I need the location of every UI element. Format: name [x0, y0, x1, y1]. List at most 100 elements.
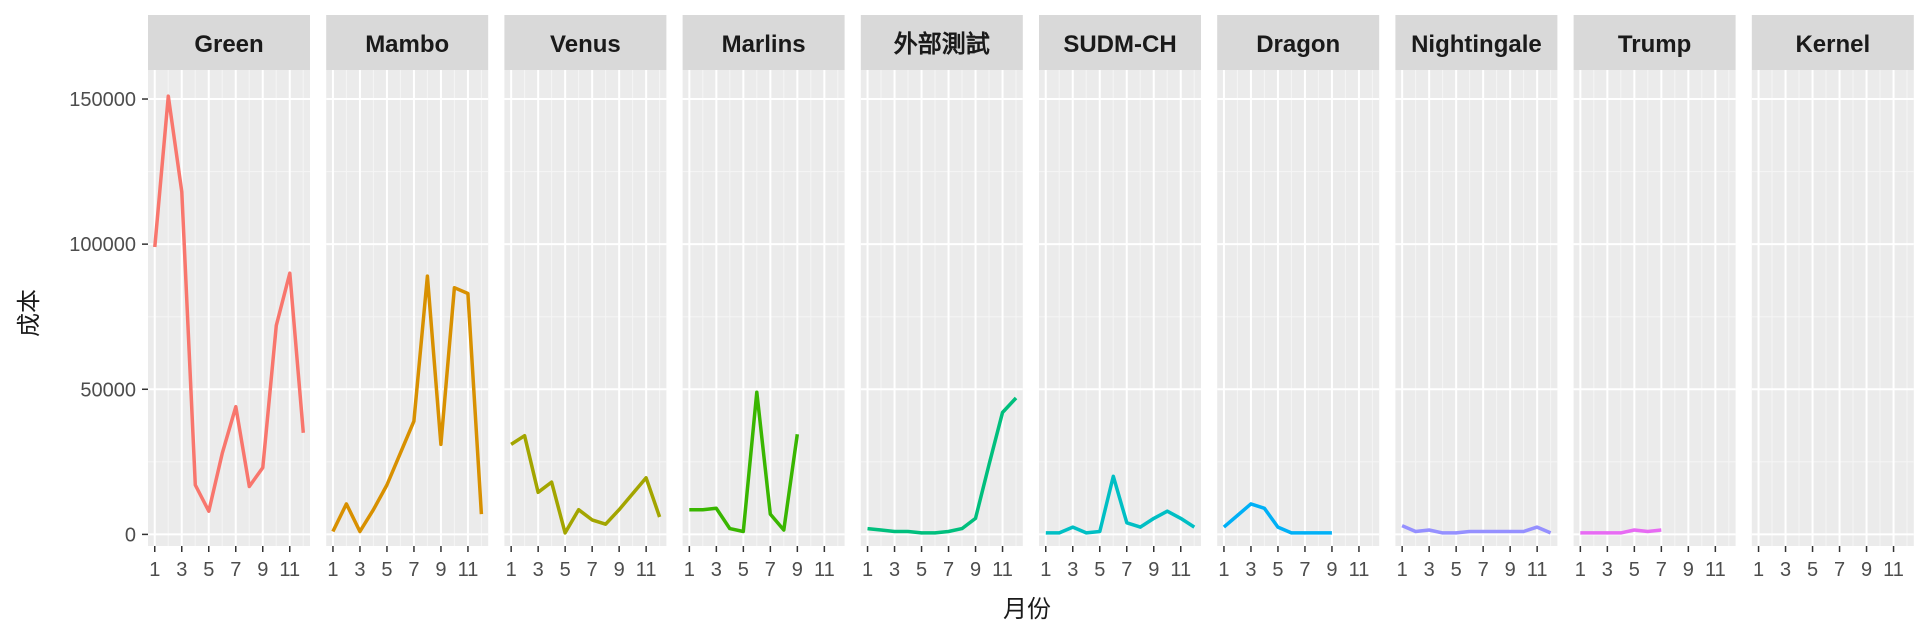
facet-strip-label: Kernel	[1795, 31, 1870, 58]
x-tick-label: 7	[1656, 559, 1667, 581]
x-tick-label: 9	[257, 559, 268, 581]
x-tick-label: 5	[203, 559, 214, 581]
panel-background	[1752, 70, 1914, 546]
x-tick-label: 9	[614, 559, 625, 581]
y-tick-label: 150000	[69, 89, 136, 111]
x-tick-label: 9	[1148, 559, 1159, 581]
panel-background	[1574, 70, 1736, 546]
panel-background	[1395, 70, 1557, 546]
panel-background	[148, 70, 310, 546]
facet-strip-label: Nightingale	[1411, 31, 1542, 58]
x-tick-label: 9	[1861, 559, 1872, 581]
x-tick-label: 3	[354, 559, 365, 581]
panel-background	[683, 70, 845, 546]
x-tick-label: 3	[1245, 559, 1256, 581]
x-tick-label: 9	[1326, 559, 1337, 581]
y-axis-title: 成本	[15, 289, 43, 337]
x-tick-label: 11	[1527, 559, 1548, 581]
x-tick-label: 7	[230, 559, 241, 581]
x-tick-label: 7	[408, 559, 419, 581]
panel-background	[326, 70, 488, 546]
panel-background	[504, 70, 666, 546]
facet-strip-label: Green	[194, 31, 263, 58]
x-tick-label: 11	[279, 559, 300, 581]
y-tick-label: 100000	[69, 234, 136, 256]
x-tick-label: 1	[149, 559, 160, 581]
x-tick-label: 3	[1602, 559, 1613, 581]
x-tick-label: 5	[1629, 559, 1640, 581]
x-tick-label: 9	[792, 559, 803, 581]
x-tick-label: 1	[1753, 559, 1764, 581]
x-tick-label: 7	[943, 559, 954, 581]
facet-strip-label: Trump	[1618, 31, 1691, 58]
panel-background	[861, 70, 1023, 546]
x-tick-label: 5	[1451, 559, 1462, 581]
x-tick-label: 7	[587, 559, 598, 581]
x-tick-label: 5	[738, 559, 749, 581]
x-tick-label: 11	[636, 559, 657, 581]
x-tick-label: 1	[1040, 559, 1051, 581]
panel-background	[1217, 70, 1379, 546]
facet-strip-label: Venus	[550, 31, 621, 58]
x-axis-title: 月份	[1003, 595, 1051, 623]
x-tick-label: 11	[1349, 559, 1370, 581]
x-tick-label: 7	[1478, 559, 1489, 581]
x-tick-label: 1	[684, 559, 695, 581]
x-tick-label: 1	[1397, 559, 1408, 581]
x-tick-label: 11	[1705, 559, 1726, 581]
y-axis: 0 50000 100000 150000	[69, 89, 148, 546]
x-tick-label: 3	[533, 559, 544, 581]
facet-strip-label: Dragon	[1256, 31, 1340, 58]
x-tick-label: 11	[1883, 559, 1904, 581]
y-tick-label: 0	[125, 524, 136, 546]
x-tick-label: 5	[916, 559, 927, 581]
x-tick-label: 11	[814, 559, 835, 581]
x-tick-label: 1	[862, 559, 873, 581]
x-tick-label: 1	[1218, 559, 1229, 581]
x-tick-label: 9	[435, 559, 446, 581]
facet-strip-label: 外部測試	[894, 30, 990, 58]
x-tick-label: 11	[458, 559, 479, 581]
x-tick-label: 11	[1170, 559, 1191, 581]
x-tick-label: 7	[765, 559, 776, 581]
facet-strip-label: Marlins	[722, 31, 806, 58]
x-tick-label: 3	[1424, 559, 1435, 581]
x-tick-label: 9	[1505, 559, 1516, 581]
x-tick-label: 5	[381, 559, 392, 581]
facet-strip-label: Mambo	[365, 31, 449, 58]
facet-strip-label: SUDM-CH	[1063, 31, 1176, 58]
x-tick-label: 3	[1780, 559, 1791, 581]
x-tick-label: 3	[1067, 559, 1078, 581]
x-tick-label: 3	[176, 559, 187, 581]
x-tick-label: 11	[992, 559, 1013, 581]
x-tick-label: 5	[560, 559, 571, 581]
y-tick-label: 50000	[80, 379, 136, 401]
x-tick-label: 9	[970, 559, 981, 581]
x-tick-label: 1	[327, 559, 338, 581]
x-tick-label: 7	[1121, 559, 1132, 581]
x-tick-label: 3	[711, 559, 722, 581]
x-tick-label: 3	[889, 559, 900, 581]
x-tick-label: 5	[1807, 559, 1818, 581]
x-tick-label: 1	[506, 559, 517, 581]
x-tick-label: 9	[1683, 559, 1694, 581]
x-tick-label: 5	[1272, 559, 1283, 581]
x-tick-label: 7	[1834, 559, 1845, 581]
x-tick-label: 7	[1299, 559, 1310, 581]
x-tick-label: 1	[1575, 559, 1586, 581]
panel-background	[1039, 70, 1201, 546]
x-tick-label: 5	[1094, 559, 1105, 581]
